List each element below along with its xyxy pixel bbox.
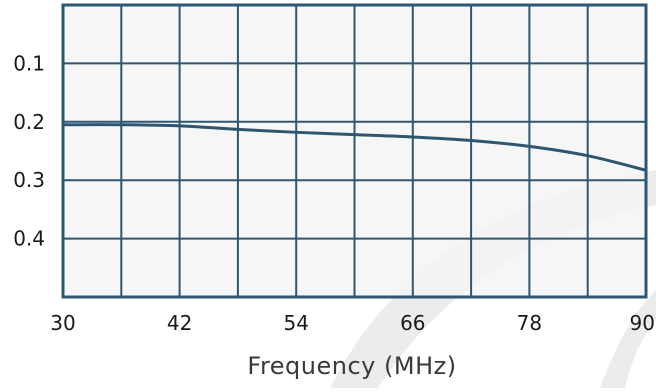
grid-lines [63,5,646,297]
x-axis-title: Frequency (MHz) [247,352,456,380]
x-tick-label: 78 [517,311,542,335]
plot-frame [61,3,648,299]
x-tick-label: 30 [50,311,75,335]
x-tick-label: 90 [630,311,655,335]
y-tick-label: 0.3 [13,168,45,192]
series-line [61,123,648,172]
series-layer [61,123,648,172]
y-tick-labels: 0.1 0.2 0.3 0.4 [13,51,45,250]
y-tick-label: 0.1 [13,51,45,75]
y-tick-label: 0.2 [13,110,45,134]
x-tick-labels: 30 42 54 66 78 90 [50,311,655,335]
x-tick-label: 66 [400,311,425,335]
x-tick-label: 54 [283,311,308,335]
x-tick-label: 42 [167,311,192,335]
watermark-swoosh [600,290,656,388]
y-tick-label: 0.4 [13,227,45,251]
